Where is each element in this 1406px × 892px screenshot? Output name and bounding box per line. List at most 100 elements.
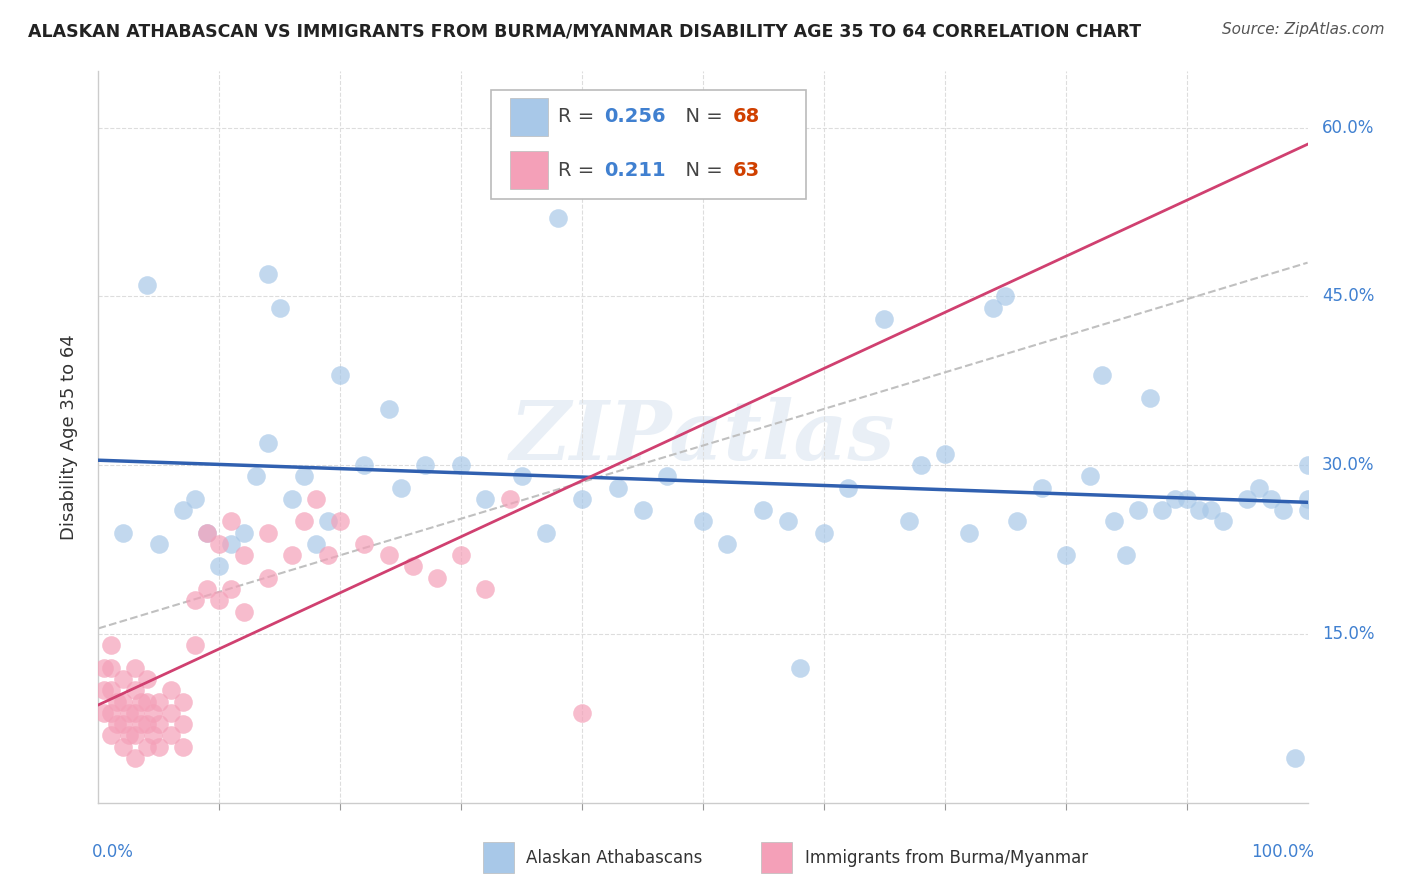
Point <box>111 672 134 686</box>
Point <box>184 638 207 652</box>
Point <box>474 491 496 506</box>
Point <box>1249 481 1271 495</box>
Point <box>195 582 218 596</box>
Point <box>148 717 170 731</box>
Point <box>142 706 165 720</box>
Point <box>402 559 425 574</box>
Point <box>1236 491 1258 506</box>
Point <box>105 717 128 731</box>
Point <box>93 661 115 675</box>
Point <box>1152 503 1174 517</box>
Point <box>474 582 496 596</box>
Point <box>256 435 278 450</box>
Text: N =: N = <box>672 107 728 126</box>
Point <box>111 694 134 708</box>
Text: Immigrants from Burma/Myanmar: Immigrants from Burma/Myanmar <box>804 848 1088 867</box>
Point <box>353 458 375 473</box>
Point <box>124 661 146 675</box>
Point <box>413 458 436 473</box>
Point <box>93 683 115 698</box>
Point <box>776 515 799 529</box>
Point <box>1296 458 1319 473</box>
Text: 100.0%: 100.0% <box>1250 843 1313 861</box>
Point <box>129 694 152 708</box>
Point <box>208 593 231 607</box>
Point <box>160 683 183 698</box>
Point <box>256 267 278 281</box>
Text: N =: N = <box>672 161 728 179</box>
Point <box>100 661 122 675</box>
Point <box>571 491 593 506</box>
Point <box>221 515 243 529</box>
Text: 15.0%: 15.0% <box>1322 625 1375 643</box>
FancyBboxPatch shape <box>492 90 806 200</box>
Point <box>1128 503 1150 517</box>
Point <box>129 717 152 731</box>
Point <box>305 537 328 551</box>
Point <box>692 515 714 529</box>
Text: 0.256: 0.256 <box>603 107 665 126</box>
Point <box>910 458 932 473</box>
Point <box>1296 503 1319 517</box>
Text: Source: ZipAtlas.com: Source: ZipAtlas.com <box>1222 22 1385 37</box>
Point <box>1175 491 1198 506</box>
Point <box>571 706 593 720</box>
Point <box>292 469 315 483</box>
Point <box>172 694 194 708</box>
Point <box>353 537 375 551</box>
Point <box>934 447 956 461</box>
Text: 63: 63 <box>734 161 761 179</box>
Point <box>316 515 339 529</box>
Point <box>148 694 170 708</box>
Point <box>208 537 231 551</box>
Text: R =: R = <box>558 107 600 126</box>
Point <box>111 717 134 731</box>
Point <box>124 683 146 698</box>
Point <box>195 525 218 540</box>
Point <box>111 739 134 754</box>
Point <box>450 458 472 473</box>
Point <box>1296 491 1319 506</box>
Point <box>316 548 339 562</box>
Point <box>789 661 811 675</box>
Point <box>1054 548 1077 562</box>
Point <box>245 469 267 483</box>
Text: Alaskan Athabascans: Alaskan Athabascans <box>526 848 703 867</box>
Point <box>100 728 122 742</box>
Point <box>172 717 194 731</box>
Point <box>377 548 399 562</box>
Point <box>716 537 738 551</box>
Point <box>655 469 678 483</box>
Point <box>111 525 134 540</box>
Point <box>329 368 352 383</box>
Point <box>135 739 157 754</box>
Text: 60.0%: 60.0% <box>1322 119 1375 136</box>
FancyBboxPatch shape <box>509 98 548 136</box>
Y-axis label: Disability Age 35 to 64: Disability Age 35 to 64 <box>59 334 77 540</box>
Point <box>450 548 472 562</box>
Point <box>1260 491 1282 506</box>
Point <box>1284 751 1306 765</box>
Point <box>897 515 920 529</box>
Point <box>184 593 207 607</box>
Point <box>93 706 115 720</box>
FancyBboxPatch shape <box>509 151 548 189</box>
Point <box>426 571 449 585</box>
Point <box>281 491 304 506</box>
Point <box>135 278 157 293</box>
Point <box>100 683 122 698</box>
Point <box>1139 391 1161 405</box>
Text: 68: 68 <box>734 107 761 126</box>
Point <box>256 525 278 540</box>
Point <box>195 525 218 540</box>
Point <box>389 481 412 495</box>
Point <box>232 548 254 562</box>
Point <box>118 728 141 742</box>
Point <box>100 638 122 652</box>
Point <box>1163 491 1185 506</box>
Point <box>873 312 896 326</box>
Point <box>547 211 569 225</box>
Point <box>148 537 170 551</box>
Point <box>305 491 328 506</box>
Text: 0.211: 0.211 <box>603 161 665 179</box>
